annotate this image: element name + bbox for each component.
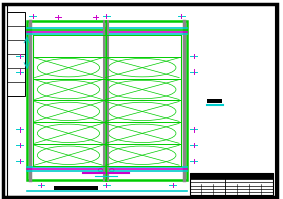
Bar: [190, 173, 273, 179]
Bar: [27, 21, 187, 180]
Bar: [207, 99, 222, 103]
Bar: [7, 12, 25, 96]
Bar: [190, 173, 273, 195]
Bar: [54, 186, 98, 190]
